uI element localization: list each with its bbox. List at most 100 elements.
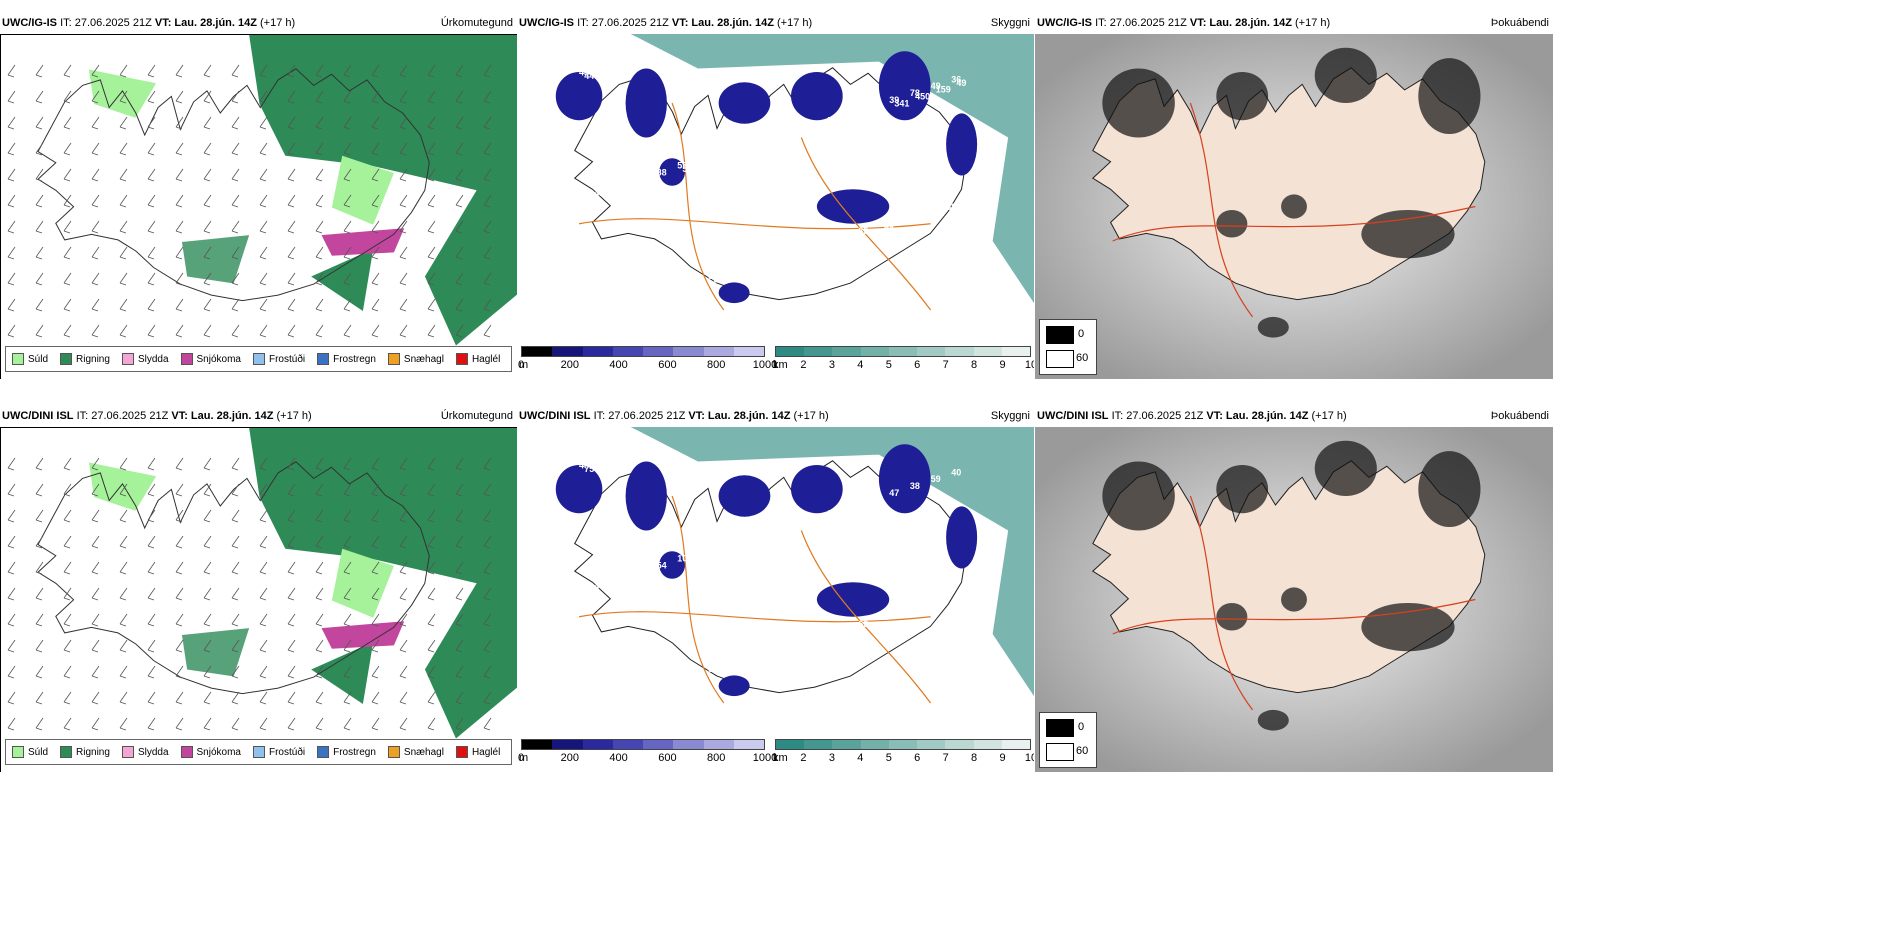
fog-area [1418,58,1481,135]
map-area[interactable]: 0 60 [1035,427,1553,772]
visibility-value-label: 115 [615,574,630,584]
fog-legend-high: 60 [1076,352,1089,364]
visibility-value-label: 29 [962,192,972,202]
map-area[interactable]: 48 45 29 43 36 34 52 39 49 39 33 50 78 31 10 68 39 37 35 55… [517,34,1034,379]
elevation-area [791,71,843,121]
visibility-value-label: 915 [724,150,739,160]
valid-time-label: VT: [1206,410,1223,422]
visibility-value-label: 369 [905,216,920,226]
map-area[interactable]: Súld Rigning Slydda Snjókoma Frostúði Frostre… [0,34,517,379]
rain-area [249,35,517,346]
visibility-value-label: 46 [755,261,765,271]
map-panel: UWC/IG-IS IT: 27.06.2025 21Z VT: Lau. 28… [0,12,517,379]
valid-time-label: VT: [154,17,172,29]
visibility-value-label: 59 [931,474,941,484]
visibility-value-label: 34 [750,257,760,267]
elevation-area [555,71,603,121]
legend-swatch [12,746,24,758]
drizzle-area [88,462,157,511]
visibility-value-label: 39 [729,264,739,274]
legend-item: Haglél [455,353,500,365]
model-name: UWC/DINI ISL [1037,410,1109,422]
visibility-value-label: 207 [786,523,801,533]
visibility-value-label: 87 [827,509,837,519]
visibility-value-label: 44 [584,71,594,81]
panel-header-left: UWC/DINI ISL IT: 27.06.2025 21Z VT: Lau.… [2,405,312,427]
visibility-value-label: 46 [848,502,858,512]
visibility-value-label: 33 [920,205,930,215]
legend-item: Rigning [60,353,110,365]
fog-area [1361,602,1455,652]
visibility-value-label: 47 [796,247,806,257]
legend-label: Snjókoma [196,353,241,365]
colorbar-tick: 4 [857,752,864,764]
coastline [573,67,967,301]
valid-time: Lau. 28.jún. 14Z [707,410,791,422]
panel-header-left: UWC/IG-IS IT: 27.06.2025 21Z VT: Lau. 28… [1037,12,1330,34]
visibility-value-label: 39 [889,95,899,105]
snow-area [321,621,405,649]
colorbar-tick: 1000 [752,359,778,371]
legend-swatch [180,353,193,365]
coastline [37,461,430,695]
visibility-value-label: 10 [900,212,910,222]
map-area[interactable]: 0 60 [1035,34,1553,379]
visibility-value-label: 49 [605,698,615,708]
map-panel: UWC/DINI ISL IT: 27.06.2025 21Z VT: Lau.… [0,405,517,772]
colorbar-tick: 400 [609,752,628,764]
valid-time-label: VT: [1189,17,1207,29]
fog-area [1257,709,1289,731]
legend-item: Rigning [60,746,110,758]
visibility-value-label: 34 [729,657,739,667]
panel-title: Þokuábendi [1490,410,1549,422]
visibility-value-label: 68 [698,154,708,164]
init-time: IT: 27.06.2025 21Z [593,410,686,422]
colorbar-tick: 5 [885,752,892,764]
visibility-value-label: 31 [962,585,972,595]
colorbar-tick: 6 [914,359,921,371]
lead-time: (+17 h) [777,17,813,29]
legend-swatch [317,746,330,758]
fog-map [1035,34,1553,379]
legend-swatch [180,746,193,758]
model-name: UWC/DINI ISL [519,410,591,422]
visibility-value-label: 49 [796,640,806,650]
visibility-value-label: 42 [817,240,827,250]
elevation-area [718,282,750,304]
visibility-value-label: 112 [807,123,822,133]
init-time: IT: 27.06.2025 21Z [76,410,169,422]
map-area[interactable]: 48 40 31 46 40 67 49 39 59 34 37 43 38 50 68 86 47 49 19 10… [517,427,1034,772]
legend-label: Haglél [471,746,501,758]
visibility-value-label: 88 [657,167,667,177]
legend-item: Frostregn [317,746,376,758]
colorbar-tick: 5 [885,359,892,371]
map-area[interactable]: Súld Rigning Slydda Snjókoma Frostúði Frostre… [0,427,517,772]
visibility-value-label: 591 [714,274,729,284]
legend-swatch [252,746,265,758]
coastline [573,460,967,694]
coastline [37,68,430,302]
visibility-value-label: 40 [770,643,780,653]
visibility-value-label: 316 [848,109,863,119]
lead-time: (+17 h) [1295,17,1331,29]
colorbar-tick: 2 [800,752,807,764]
visibility-value-label: 37 [920,598,930,608]
init-time: IT: 27.06.2025 21Z [577,17,669,29]
panel-header-left: UWC/IG-IS IT: 27.06.2025 21Z VT: Lau. 28… [2,12,295,34]
legend-label: Snjókoma [196,746,241,758]
fog-area [1361,209,1455,259]
snow-area [321,228,405,256]
low-visibility-area [630,34,1034,304]
rain-area [181,628,250,677]
elevation-area [625,461,667,531]
visibility-value-label: 49 [956,78,966,88]
colorbar-tick: 1 [771,359,779,371]
legend-swatch [121,746,134,758]
model-name: UWC/IG-IS [1037,17,1092,29]
visibility-value-label: 51 [807,516,817,526]
visibility-value-label: 159 [936,85,951,95]
visibility-value-label: 44 [925,209,935,219]
elevation-area [791,464,843,514]
fog-area [1102,68,1175,138]
visibility-value-label: 184 [869,495,884,505]
